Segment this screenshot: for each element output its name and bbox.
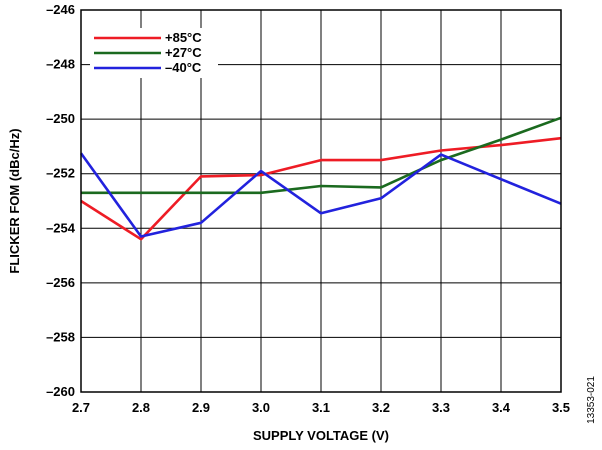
y-tick-labels: –246 –248 –250 –252 –254 –256 –258 –260	[46, 2, 76, 399]
series-line-2	[79, 152, 562, 238]
x-tick-label: 2.7	[72, 400, 90, 415]
x-tick-label: 2.8	[132, 400, 150, 415]
y-tick-label: –246	[46, 2, 75, 17]
x-tick-label: 3.1	[312, 400, 330, 415]
x-tick-label: 3.5	[552, 400, 570, 415]
x-tick-label: 3.0	[252, 400, 270, 415]
x-tick-label: 3.3	[432, 400, 450, 415]
legend-label-1: +27°C	[165, 45, 202, 60]
x-axis-title: SUPPLY VOLTAGE (V)	[253, 428, 389, 443]
y-tick-label: –258	[46, 329, 75, 344]
plot-frame	[80, 9, 562, 393]
y-axis-title: FLICKER FOM (dBc/Hz)	[7, 128, 22, 273]
y-tick-label: –254	[46, 220, 76, 235]
y-tick-label: –250	[46, 111, 75, 126]
legend-label-0: +85°C	[165, 30, 202, 45]
legend: +85°C+27°C–40°C	[90, 28, 218, 78]
x-tick-label: 3.4	[492, 400, 511, 415]
x-tick-label: 3.2	[372, 400, 390, 415]
series-line-1	[81, 116, 562, 195]
legend-label-2: –40°C	[165, 60, 202, 75]
y-tick-label: –256	[46, 275, 75, 290]
y-tick-label: –252	[46, 166, 75, 181]
x-tick-label: 2.9	[192, 400, 210, 415]
x-tick-labels: 2.7 2.8 2.9 3.0 3.1 3.2 3.3 3.4 3.5	[72, 400, 570, 415]
y-tick-label: –248	[46, 57, 75, 72]
series-lines	[79, 116, 562, 241]
y-tick-label: –260	[46, 384, 75, 399]
figure-id: 13353-021	[586, 376, 597, 424]
